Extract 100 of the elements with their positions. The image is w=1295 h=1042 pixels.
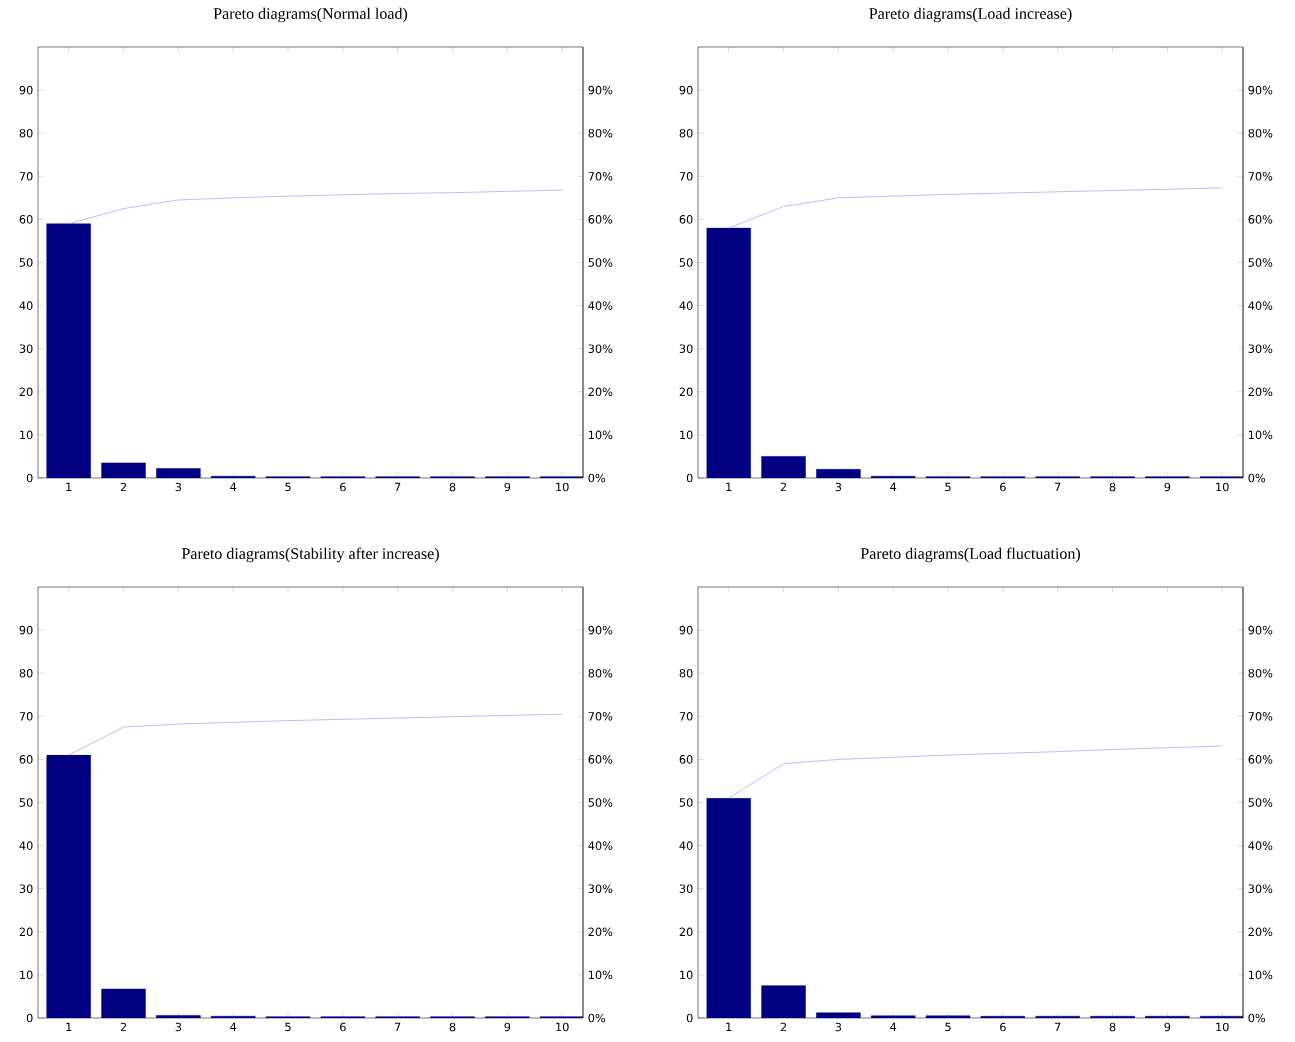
y-tick-label: 80 — [19, 668, 33, 678]
y-tick-label: 80 — [679, 668, 693, 678]
y-tick-label: 10 — [680, 430, 693, 440]
x-tick-label: 5 — [285, 482, 291, 492]
y2-tick-label: 70% — [1248, 712, 1273, 721]
y-tick-label: 70 — [19, 172, 33, 181]
y-tick-label: 70 — [19, 712, 33, 721]
y-tick-label: 10 — [20, 970, 33, 980]
x-tick-label: 4 — [890, 482, 897, 491]
y2-tick-label: 70% — [1248, 172, 1273, 181]
y2-tick-label: 40% — [1248, 301, 1273, 310]
y-tick-label: 50 — [679, 258, 693, 267]
y-tick-label: 90 — [679, 85, 693, 95]
x-tick-label: 1 — [726, 1022, 732, 1031]
y-tick-label: 0 — [686, 473, 693, 483]
y-tick-label: 30 — [19, 884, 33, 893]
x-tick-label: 2 — [120, 1022, 127, 1032]
chart-title: Pareto diagrams(Normal load) — [213, 7, 408, 23]
x-tick-label: 7 — [395, 482, 401, 491]
x-tick-label: 4 — [230, 1022, 237, 1031]
y2-tick-label: 10% — [1248, 970, 1273, 980]
x-tick-label: 7 — [395, 1022, 401, 1031]
x-tick-label: 5 — [945, 1022, 951, 1032]
y2-tick-label: 20% — [588, 387, 613, 397]
y-tick-label: 90 — [19, 625, 33, 635]
x-tick-label: 6 — [1000, 482, 1006, 492]
y2-tick-label: 60% — [588, 755, 613, 764]
x-tick-label: 6 — [340, 482, 346, 492]
y2-tick-label: 80% — [1248, 668, 1273, 678]
y2-tick-label: 10% — [1248, 430, 1273, 440]
y2-tick-label: 60% — [1248, 755, 1273, 764]
y-tick-label: 30 — [679, 884, 693, 893]
y2-tick-label: 40% — [588, 301, 613, 310]
x-tick-label: 9 — [1164, 482, 1171, 492]
y2-tick-label: 20% — [1248, 927, 1273, 937]
x-tick-label: 5 — [945, 482, 951, 492]
y-tick-label: 90 — [679, 625, 693, 635]
y-tick-label: 20 — [679, 927, 693, 937]
x-tick-label: 5 — [285, 1022, 291, 1032]
x-tick-label: 2 — [120, 482, 127, 492]
y-tick-label: 20 — [19, 927, 33, 937]
y-tick-label: 60 — [19, 755, 33, 764]
y-tick-label: 40 — [679, 301, 693, 310]
x-tick-label: 9 — [504, 482, 511, 492]
x-tick-label: 6 — [1000, 1022, 1006, 1032]
x-tick-label: 7 — [1055, 1022, 1061, 1031]
y-tick-label: 50 — [679, 798, 693, 807]
x-tick-label: 9 — [504, 1022, 511, 1032]
y2-tick-label: 40% — [1248, 841, 1273, 850]
x-tick-label: 2 — [780, 482, 787, 492]
y-tick-label: 10 — [20, 430, 33, 440]
y2-tick-label: 80% — [588, 668, 613, 678]
y2-tick-label: 40% — [588, 841, 613, 850]
y2-tick-label: 60% — [1248, 215, 1273, 224]
y2-tick-label: 60% — [588, 215, 613, 224]
chart-title: Pareto diagrams(Stability after increase) — [181, 547, 439, 563]
y-tick-label: 20 — [19, 387, 33, 397]
x-tick-label: 6 — [340, 1022, 346, 1032]
chart-title: Pareto diagrams(Load increase) — [869, 7, 1072, 23]
y-tick-label: 60 — [679, 215, 693, 224]
y2-tick-label: 20% — [588, 927, 613, 937]
y2-tick-label: 90% — [1248, 85, 1273, 95]
x-tick-label: 2 — [780, 1022, 787, 1032]
y-tick-label: 0 — [26, 1013, 33, 1023]
x-tick-label: 3 — [175, 482, 182, 492]
x-tick-label: 7 — [1055, 482, 1061, 491]
y-tick-label: 0 — [26, 473, 33, 483]
y-tick-label: 30 — [679, 344, 693, 353]
y2-tick-label: 50% — [1248, 258, 1273, 267]
y2-tick-label: 30% — [1248, 344, 1273, 353]
y-tick-label: 20 — [679, 387, 693, 397]
y2-tick-label: 50% — [1248, 798, 1273, 807]
x-tick-label: 10 — [556, 482, 569, 492]
x-tick-label: 4 — [230, 482, 237, 491]
y-tick-label: 10 — [680, 970, 693, 980]
y-tick-label: 70 — [679, 172, 693, 181]
x-tick-label: 4 — [890, 1022, 897, 1031]
y2-tick-label: 70% — [588, 712, 613, 721]
x-tick-label: 3 — [835, 482, 842, 492]
y2-tick-label: 0% — [1248, 473, 1266, 483]
y-tick-label: 0 — [686, 1013, 693, 1023]
x-tick-label: 8 — [1109, 482, 1116, 492]
y-tick-label: 60 — [19, 215, 33, 224]
y-tick-label: 40 — [19, 301, 33, 310]
y-tick-label: 70 — [679, 712, 693, 721]
y-tick-label: 40 — [19, 841, 33, 850]
y2-tick-label: 0% — [588, 1013, 606, 1023]
y2-tick-label: 30% — [588, 884, 613, 893]
y2-tick-label: 50% — [588, 798, 613, 807]
y-tick-label: 50 — [19, 258, 33, 267]
y2-tick-label: 0% — [1248, 1013, 1266, 1023]
x-tick-label: 3 — [835, 1022, 842, 1032]
x-tick-label: 8 — [1109, 1022, 1116, 1032]
chart-title: Pareto diagrams(Load fluctuation) — [860, 547, 1081, 563]
x-tick-label: 10 — [1216, 482, 1229, 492]
x-tick-label: 8 — [449, 482, 456, 492]
y2-tick-label: 90% — [1248, 625, 1273, 635]
y2-tick-label: 10% — [588, 430, 613, 440]
y2-tick-label: 80% — [588, 128, 613, 138]
y2-tick-label: 30% — [1248, 884, 1273, 893]
